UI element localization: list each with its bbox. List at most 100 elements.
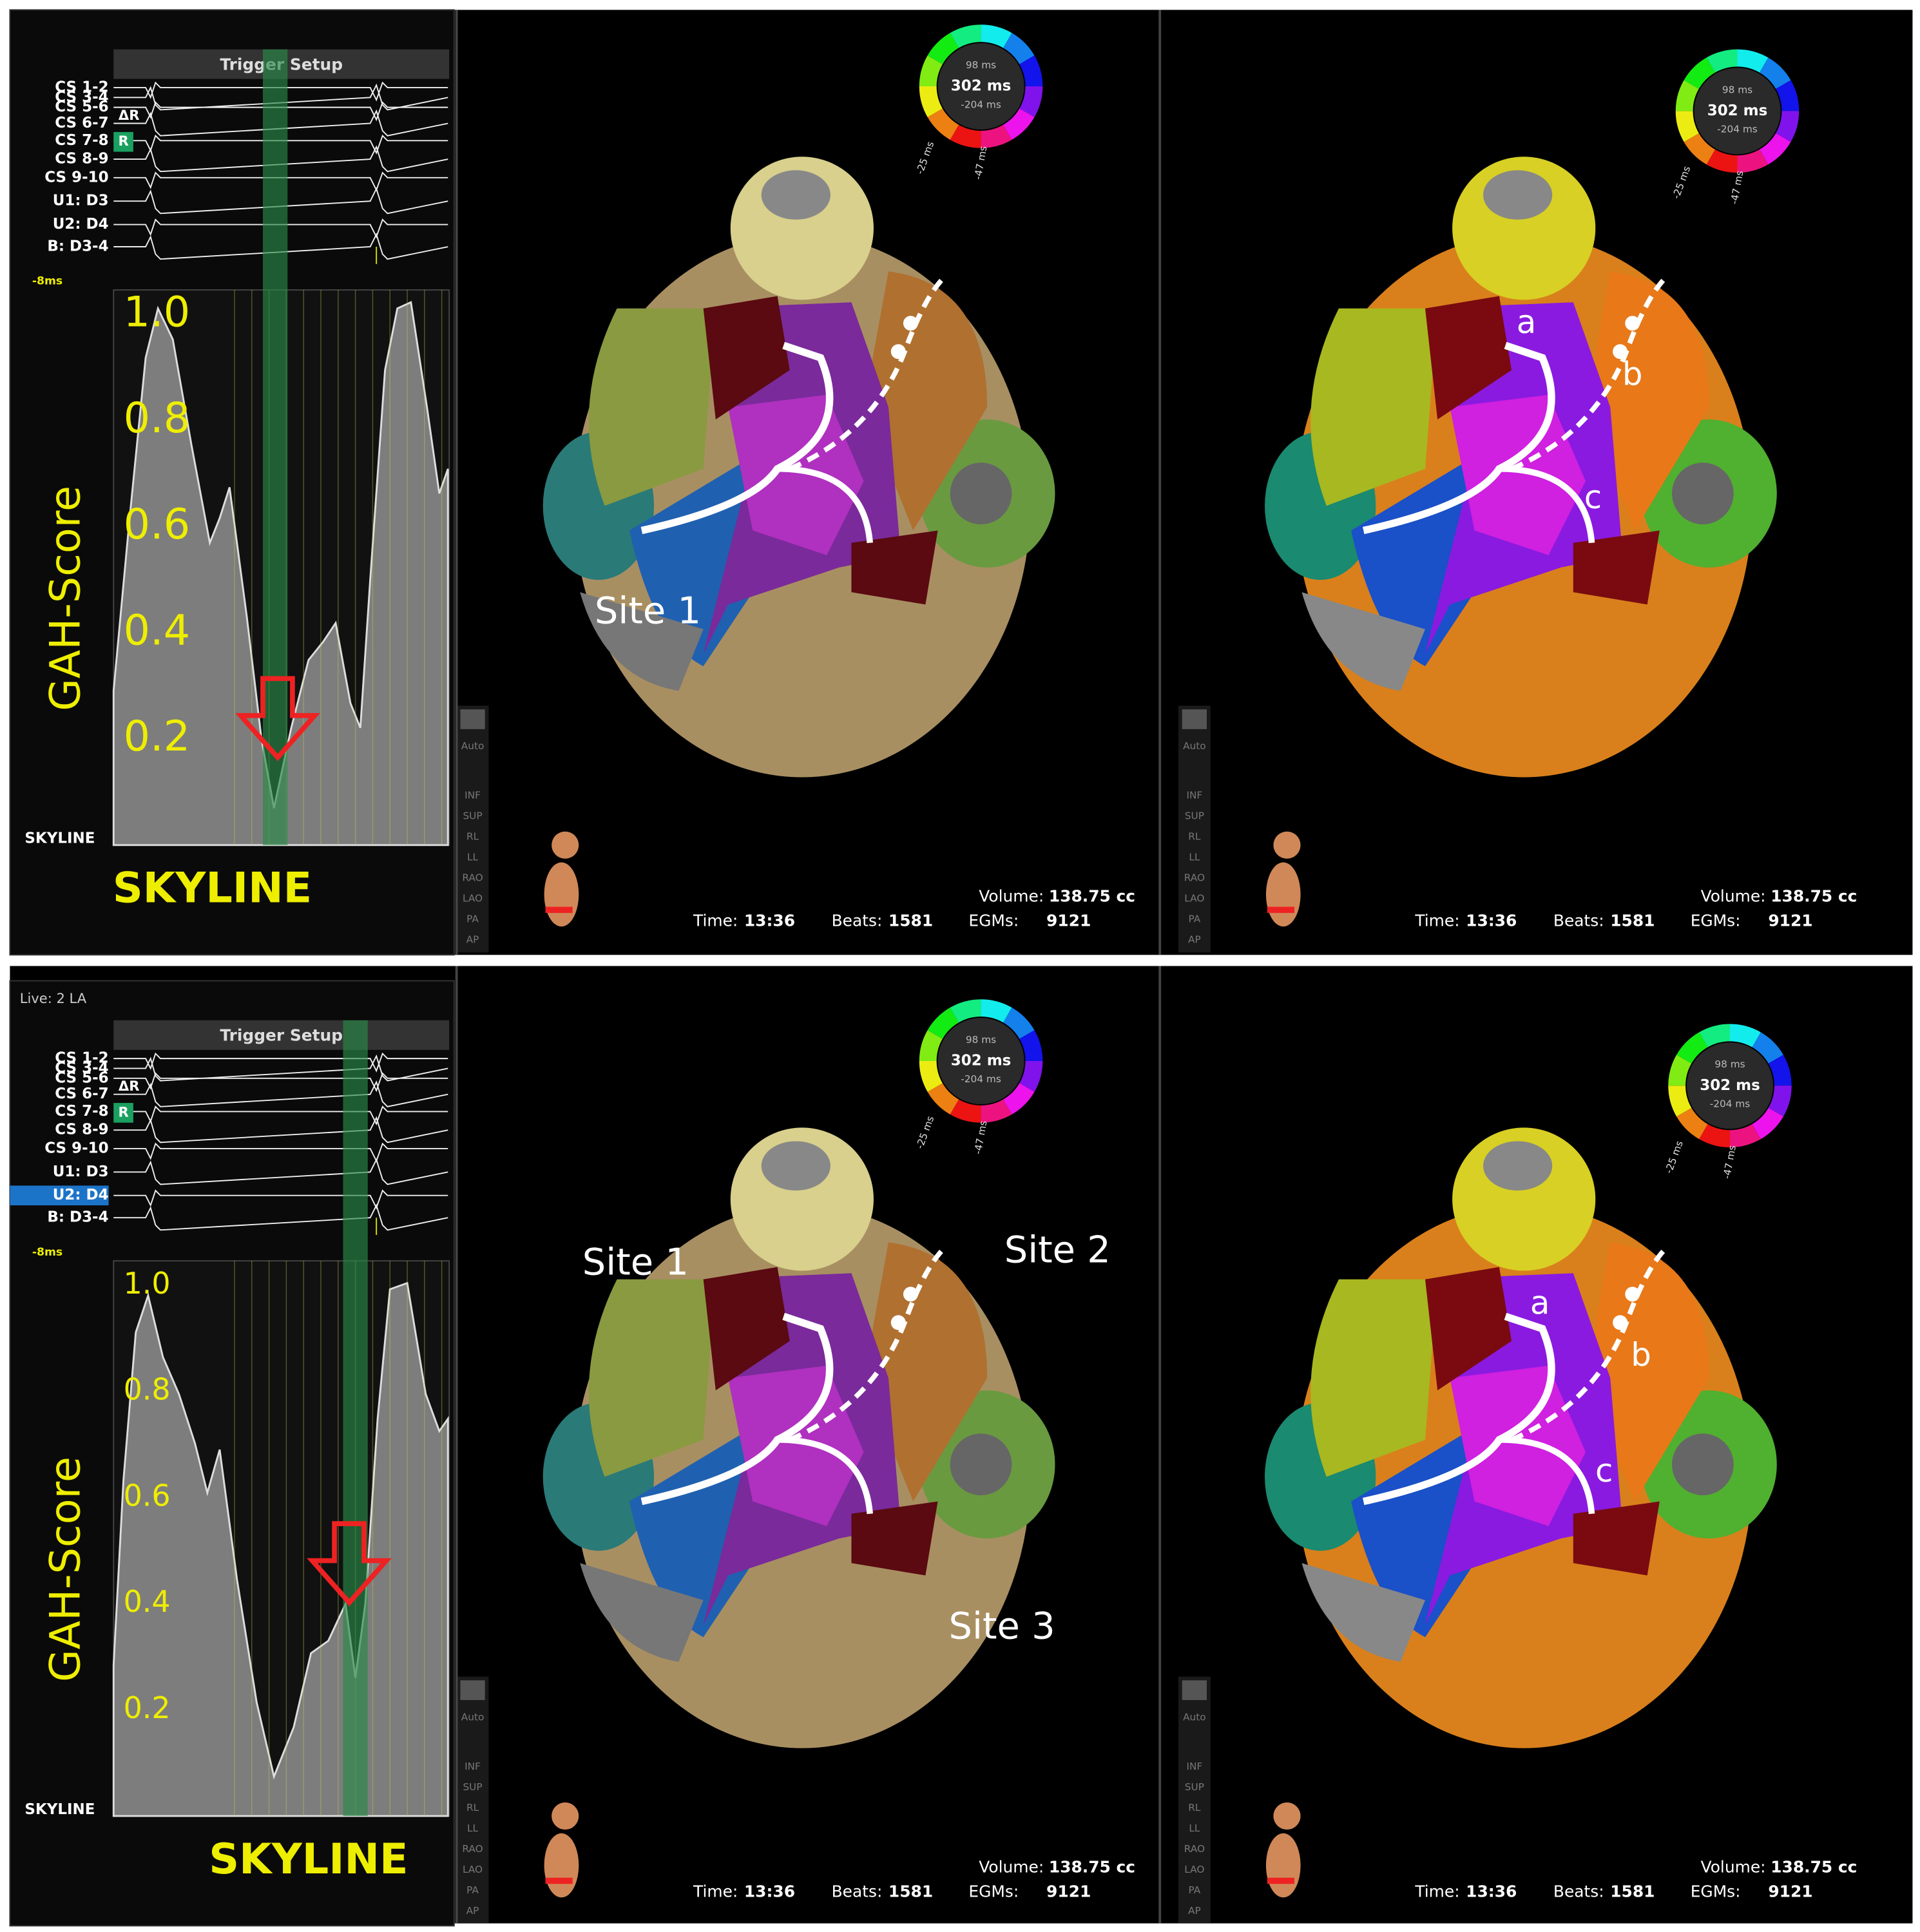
wheel-segment: [1706, 49, 1738, 73]
selected-channel: [10, 1185, 109, 1206]
wheel-segment: [1699, 1124, 1731, 1148]
map-region: [580, 592, 704, 691]
wheel-segment: [1019, 1030, 1043, 1061]
green-band: [343, 1020, 368, 1816]
toolbar-button: LAO: [463, 893, 483, 904]
map-annotation: Site 2: [1004, 1228, 1111, 1271]
toolbar-button: RAO: [462, 1843, 483, 1855]
map-annotation: c: [1584, 479, 1602, 516]
heart-map: [1265, 157, 1777, 778]
channel-label: CS 3-4: [55, 89, 108, 106]
toolbar-button: INF: [465, 790, 481, 801]
wheel-segment: [1737, 49, 1769, 73]
egm-trace: [113, 1054, 448, 1082]
tool-icon: [1182, 709, 1207, 729]
wheel-segment: [1752, 1032, 1783, 1064]
gah-axis-title: GAH-Score: [41, 486, 90, 711]
toolbar-button: INF: [1186, 790, 1202, 801]
wheel-segment: [950, 1099, 981, 1123]
map-region: [588, 1279, 716, 1477]
arrow-dot: [890, 344, 906, 359]
toolbar-button: RL: [466, 1802, 479, 1813]
time-label: Time:: [693, 1882, 738, 1901]
time-value: 13:36: [1466, 1882, 1517, 1901]
egms-label: EGMs:: [968, 1882, 1019, 1901]
time-value: 13:36: [1466, 912, 1517, 930]
map-region: [1573, 530, 1660, 605]
volume-label: Volume:: [1701, 886, 1766, 905]
trigger-bar: [113, 1020, 450, 1050]
wheel-segment: [1752, 1107, 1783, 1140]
toolbar-button: PA: [1188, 913, 1200, 925]
volume-label: Volume:: [979, 1857, 1044, 1876]
map-annotation: b: [1622, 356, 1643, 393]
channel-label: CS 1-2: [55, 79, 108, 95]
beats-label: Beats:: [1553, 912, 1604, 930]
gah-tick: 0.2: [124, 1690, 171, 1725]
gah-tick: 0.8: [124, 1372, 171, 1407]
arrow-dot: [903, 1286, 918, 1302]
map-region: [851, 1501, 938, 1576]
torso-icon: [544, 1833, 579, 1898]
gah-tick: 0.2: [124, 713, 191, 761]
toolbar-button: RL: [466, 831, 479, 843]
channel-label: U1: D3: [53, 193, 109, 209]
arrow-dot: [890, 1315, 906, 1330]
activation-arrow: [1499, 465, 1595, 544]
map-region: [703, 296, 790, 420]
map-annotation: Site 1: [595, 589, 701, 632]
skyline-area: [112, 301, 449, 846]
toolbar-button: AP: [466, 934, 479, 946]
wheel-min: -204 ms: [961, 99, 1001, 110]
wheel-center: [1686, 1042, 1774, 1129]
delta-label: ΔR: [119, 107, 140, 123]
channel-label: CS 5-6: [55, 99, 108, 115]
tool-icon: [460, 709, 485, 729]
map-region: [1671, 1433, 1734, 1496]
beats-label: Beats:: [832, 912, 883, 930]
toolbar-button: LAO: [1184, 893, 1204, 904]
skyline-caption: SKYLINE: [113, 865, 312, 913]
gah-tick: 1.0: [124, 288, 191, 336]
torso-icon: [544, 862, 579, 927]
toolbar-button: LAO: [1184, 1864, 1204, 1875]
wheel-segment: [919, 86, 943, 117]
toolbar-button: LL: [1189, 1822, 1200, 1834]
map-region: [863, 1242, 988, 1502]
channel-label: B: D3-4: [47, 1209, 108, 1226]
wheel-center: [937, 1017, 1024, 1104]
time-value: 13:36: [744, 912, 795, 930]
channel-label: CS 1-2: [55, 1050, 108, 1067]
wheel-max: 98 ms: [966, 59, 996, 71]
wheel-segment: [1668, 1086, 1692, 1117]
egms-label: EGMs:: [1691, 912, 1741, 930]
map-region: [580, 1563, 704, 1662]
toolbar-button: RAO: [1184, 872, 1205, 884]
egm-trace: [113, 1080, 448, 1107]
skyline-track: SKYLINE: [24, 1801, 95, 1818]
torso-band: [545, 906, 573, 913]
map-region: [1671, 463, 1734, 524]
toolbar: [456, 1676, 489, 1924]
delta-label: ΔR: [119, 1078, 140, 1094]
map-region: [950, 463, 1012, 524]
arrow-dot: [1625, 316, 1640, 331]
arrow-dot: [903, 316, 918, 331]
time-label: Time:: [1414, 912, 1459, 930]
toolbar-button: RAO: [462, 872, 483, 884]
map-region: [1450, 1365, 1586, 1526]
torso-icon: [1265, 862, 1301, 927]
volume-label: Volume:: [979, 886, 1044, 905]
r-badge-label: R: [118, 133, 128, 149]
head-icon: [1273, 1802, 1301, 1830]
egms-value: 9121: [1046, 1882, 1091, 1901]
gah-tick: 0.6: [124, 501, 191, 549]
activation-arrow-dashed: [1510, 276, 1668, 472]
gah-tick: 0.4: [124, 1584, 171, 1619]
skyline-caption: SKYLINE: [209, 1835, 408, 1884]
wheel-segment: [1737, 149, 1769, 173]
map-annotation: a: [1530, 1285, 1550, 1322]
wheel-center-label: 302 ms: [1700, 1077, 1760, 1094]
red-arrow: [235, 676, 320, 761]
channel-label: CS 9-10: [44, 1140, 108, 1156]
